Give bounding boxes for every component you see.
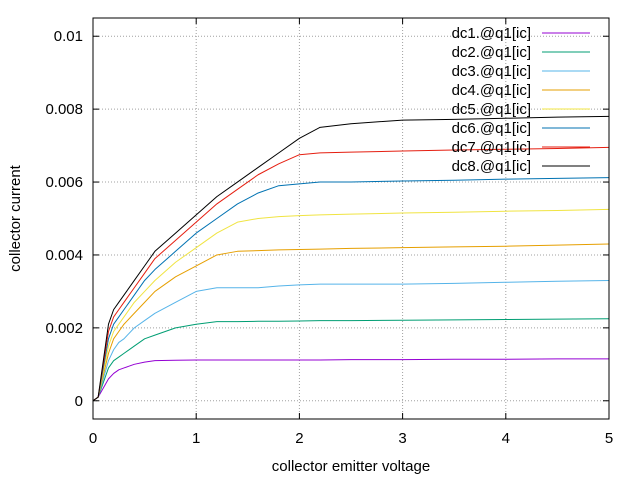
y-tick-label: 0.004 — [45, 247, 83, 264]
x-tick-label: 5 — [605, 430, 613, 447]
series-line-dc7 — [92, 146, 610, 402]
series-line-dc1 — [92, 358, 609, 402]
y-tick-labels: 0 0.002 0.004 0.006 0.008 0.01 — [45, 28, 83, 410]
x-tick-label: 0 — [89, 430, 97, 447]
x-axis-label: collector emitter voltage — [272, 458, 430, 475]
x-tick-label: 1 — [192, 430, 200, 447]
legend-label-dc2: dc2.@q1[ic] — [452, 44, 531, 61]
series-line-dc6 — [92, 177, 610, 402]
legend-label-dc8: dc8.@q1[ic] — [452, 158, 531, 175]
x-tick-label: 3 — [398, 430, 406, 447]
legend-label-dc1: dc1.@q1[ic] — [452, 25, 531, 42]
series-line-dc5 — [92, 208, 610, 402]
x-tick-labels: 0 1 2 3 4 5 — [89, 430, 613, 447]
series-line-dc4 — [92, 243, 610, 402]
series-line-dc3 — [92, 279, 610, 402]
legend: dc1.@q1[ic] dc2.@q1[ic] dc3.@q1[ic] dc4.@q1… — [452, 25, 590, 175]
y-tick-label: 0 — [75, 393, 83, 410]
ticks — [92, 18, 610, 419]
legend-label-dc5: dc5.@q1[ic] — [452, 101, 531, 118]
y-axis-label: collector current — [7, 164, 24, 272]
legend-label-dc4: dc4.@q1[ic] — [452, 82, 531, 99]
x-tick-label: 2 — [295, 430, 303, 447]
legend-label-dc7: dc7.@q1[ic] — [452, 139, 531, 156]
plot-frame — [92, 17, 610, 420]
grid — [93, 18, 609, 419]
y-tick-label: 0.01 — [54, 28, 83, 45]
y-tick-label: 0.008 — [45, 101, 83, 118]
legend-label-dc6: dc6.@q1[ic] — [452, 120, 531, 137]
legend-label-dc3: dc3.@q1[ic] — [452, 63, 531, 80]
series-layer — [92, 115, 610, 402]
series-line-dc8 — [92, 115, 610, 402]
y-tick-label: 0.006 — [45, 174, 83, 191]
series-line-dc2 — [92, 318, 610, 402]
x-tick-label: 4 — [502, 430, 510, 447]
y-tick-label: 0.002 — [45, 320, 83, 337]
